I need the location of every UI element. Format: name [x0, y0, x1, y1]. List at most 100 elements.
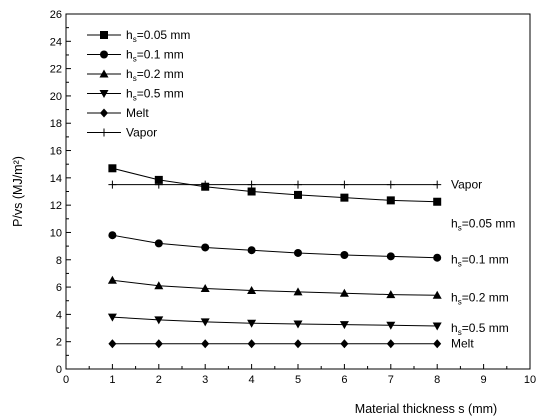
y-tick-label: 14 [50, 173, 62, 185]
data-point [294, 248, 302, 257]
y-tick-label: 16 [50, 146, 62, 158]
legend-label: Vapor [126, 126, 157, 140]
data-point [340, 180, 349, 189]
legend-marker [100, 31, 108, 39]
y-tick-label: 26 [50, 9, 62, 21]
data-point [154, 339, 163, 349]
data-point [386, 196, 395, 205]
x-tick-label: 4 [249, 374, 255, 386]
y-axis-title: P/vs (MJ/m²) [11, 156, 25, 227]
data-point [247, 187, 256, 196]
y-tick-label: 10 [50, 227, 62, 239]
series-end-label: hs=0.2 mm [451, 290, 509, 306]
data-point [340, 339, 349, 349]
data-point [108, 231, 117, 240]
data-point [247, 339, 256, 349]
data-point [108, 180, 117, 189]
legend-label: Melt [126, 106, 149, 120]
legend-marker [100, 108, 108, 118]
legend-entry: hs=0.1 mm [87, 48, 184, 64]
series [108, 180, 442, 189]
data-point [107, 313, 117, 322]
data-point [154, 316, 164, 325]
data-point [154, 180, 163, 189]
data-point [339, 321, 349, 330]
legend-entry: Melt [87, 106, 149, 120]
series-line [112, 279, 438, 296]
data-point [433, 253, 442, 262]
data-point [293, 320, 303, 329]
series-end-label: hs=0.5 mm [451, 321, 509, 337]
series [107, 275, 442, 299]
x-tick-label: 6 [341, 374, 347, 386]
data-point [386, 252, 395, 261]
data-point [201, 339, 210, 349]
data-point [201, 243, 210, 252]
series-line [112, 316, 438, 327]
legend-label: hs=0.2 mm [126, 67, 184, 83]
data-point [339, 288, 349, 297]
x-tick-label: 0 [63, 374, 69, 386]
legend-label: hs=0.5 mm [126, 87, 184, 103]
x-tick-label: 8 [434, 374, 440, 386]
data-point [247, 180, 256, 189]
data-point [200, 318, 210, 327]
data-point [294, 190, 302, 199]
legend: hs=0.05 mm hs=0.1 mm hs=0.2 mm hs=0.5 mm Mel… [87, 28, 190, 140]
data-point [154, 175, 163, 184]
data-point [340, 250, 349, 259]
data-point [108, 164, 117, 173]
legend-marker [99, 69, 109, 78]
x-tick-label: 7 [388, 374, 394, 386]
series [108, 339, 442, 349]
data-point [247, 246, 256, 255]
data-point [107, 275, 117, 284]
data-point [433, 339, 442, 349]
data-point [340, 193, 349, 202]
end-annotations: hs=0.05 mm hs=0.1 mm hs=0.2 mm hs=0.5 mmMel… [451, 178, 515, 351]
y-tick-label: 22 [50, 64, 62, 76]
x-tick-label: 10 [524, 374, 536, 386]
y-tick-label: 8 [56, 255, 62, 267]
series-end-label: hs=0.05 mm [451, 217, 515, 233]
series-line [112, 234, 438, 259]
data-point [293, 287, 303, 296]
y-tick-label: 2 [56, 337, 62, 349]
data-point [432, 290, 442, 299]
legend-marker [100, 50, 108, 59]
data-point [294, 339, 302, 349]
series-end-label: Vapor [451, 178, 482, 192]
x-tick-label: 5 [295, 374, 301, 386]
series [107, 313, 442, 331]
series-end-label: Melt [451, 337, 474, 351]
legend-marker [100, 128, 108, 137]
legend-entry: hs=0.5 mm [87, 87, 184, 103]
data-point [154, 239, 163, 248]
data-point [201, 180, 210, 189]
series [108, 231, 442, 262]
y-tick-label: 24 [50, 36, 62, 48]
series-line [112, 167, 438, 203]
legend-entry: hs=0.05 mm [87, 28, 190, 44]
data-point [247, 319, 257, 328]
series-layer [107, 164, 442, 349]
legend-label: hs=0.05 mm [126, 28, 190, 44]
legend-label: hs=0.1 mm [126, 48, 184, 64]
y-tick-label: 4 [56, 309, 62, 321]
data-point [247, 285, 257, 294]
data-point [432, 322, 442, 331]
y-tick-label: 6 [56, 282, 62, 294]
data-point [294, 180, 302, 189]
y-tick-label: 0 [56, 364, 62, 376]
data-point [108, 339, 117, 349]
x-tick-label: 1 [109, 374, 115, 386]
y-tick-label: 12 [50, 200, 62, 212]
legend-marker [99, 90, 109, 98]
data-point [386, 321, 396, 330]
x-tick-label: 2 [156, 374, 162, 386]
data-point [200, 283, 210, 292]
data-point [386, 180, 395, 189]
legend-entry: Vapor [87, 126, 157, 140]
data-point [433, 180, 442, 189]
